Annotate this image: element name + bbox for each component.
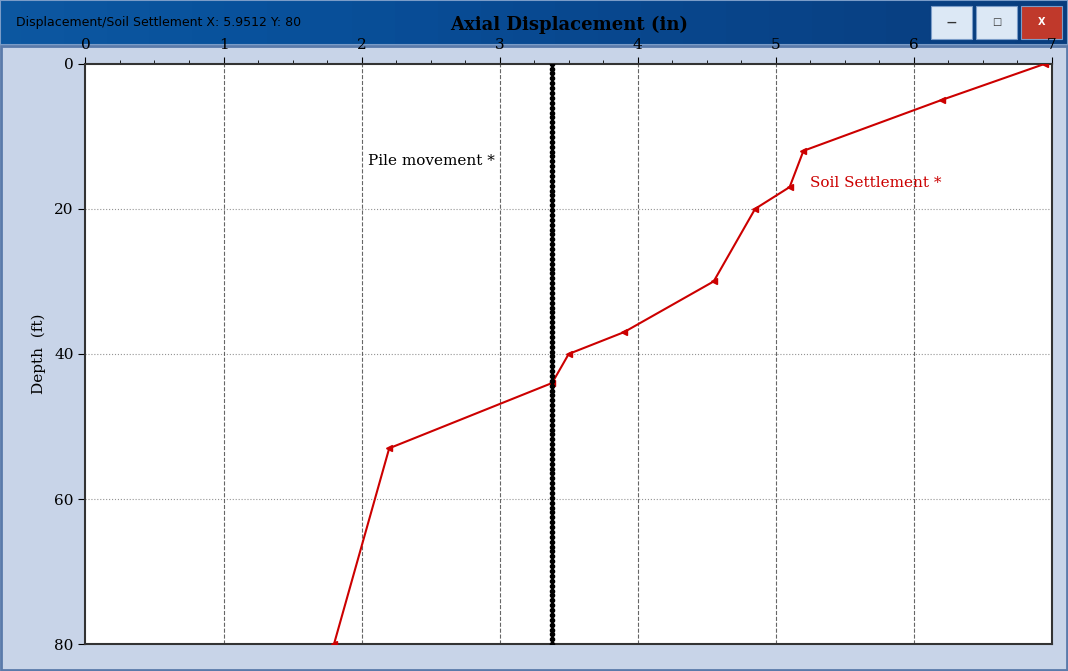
Bar — [1021, 6, 1062, 39]
Bar — [931, 6, 972, 39]
Text: Soil Settlement *: Soil Settlement * — [811, 176, 942, 190]
Text: Pile movement *: Pile movement * — [368, 154, 496, 168]
Bar — [976, 6, 1017, 39]
X-axis label: Axial Displacement (in): Axial Displacement (in) — [450, 15, 688, 34]
Text: □: □ — [992, 17, 1001, 28]
Text: X: X — [1037, 17, 1046, 28]
Text: Displacement/Soil Settlement X: 5.9512 Y: 80: Displacement/Soil Settlement X: 5.9512 Y… — [16, 16, 301, 29]
Text: —: — — [946, 17, 957, 28]
Y-axis label: Depth  (ft): Depth (ft) — [31, 314, 46, 394]
